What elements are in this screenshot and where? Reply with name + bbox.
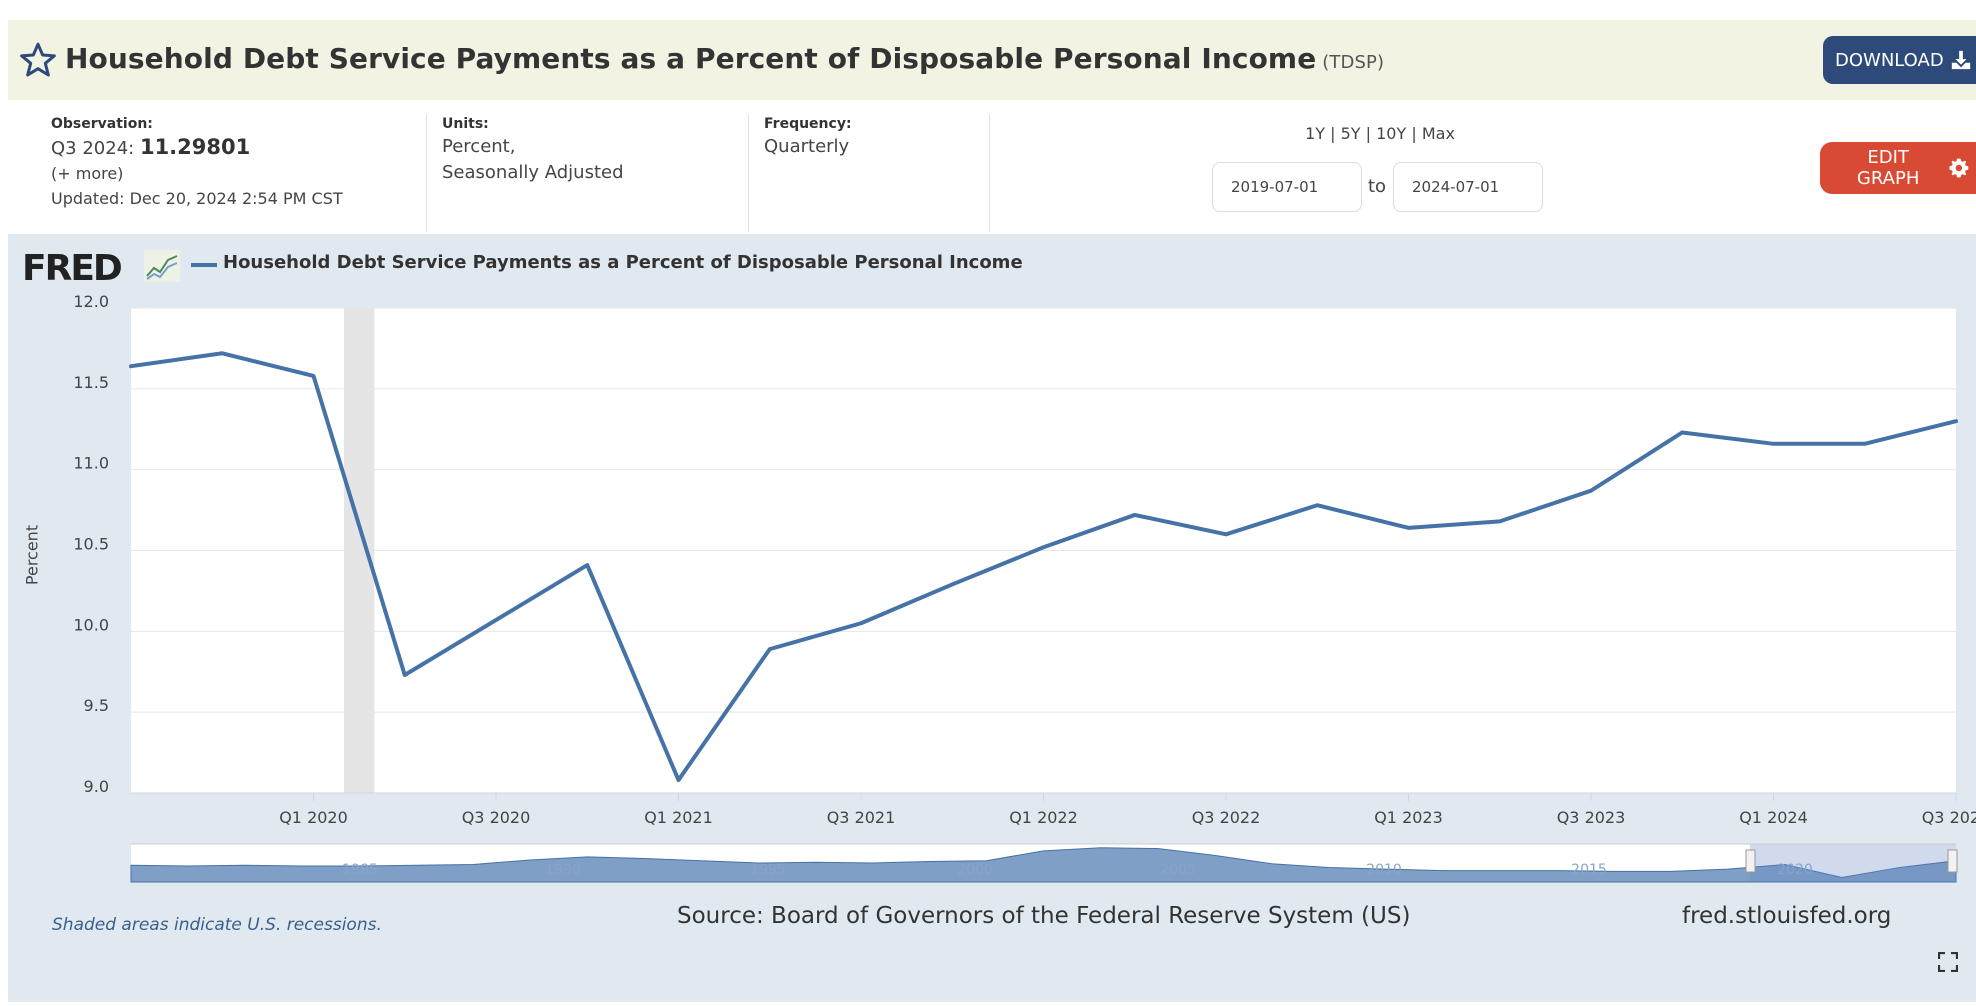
series-meta: Observation: Q3 2024: 11.29801 (+ more) … xyxy=(0,100,1976,234)
series-line xyxy=(129,351,1958,783)
navigator-series xyxy=(130,847,1957,883)
y-axis-title: Percent xyxy=(22,524,42,586)
series-header: Household Debt Service Payments as a Per… xyxy=(8,20,1976,100)
fred-sparkline-icon xyxy=(144,250,180,282)
navigator-label: 2010 xyxy=(1366,862,1402,878)
observation-block: Observation: Q3 2024: 11.29801 (+ more) … xyxy=(51,116,343,208)
x-tick-label: Q3 2024 xyxy=(1922,808,1976,827)
range-1y[interactable]: 1Y xyxy=(1305,124,1326,143)
units-label: Units: xyxy=(442,116,489,132)
top-strip xyxy=(0,0,1976,20)
series-title: Household Debt Service Payments as a Per… xyxy=(65,42,1317,75)
range-10y[interactable]: 10Y xyxy=(1376,124,1407,143)
y-tick-label: 9.5 xyxy=(84,696,109,715)
navigator-label: 1995 xyxy=(750,862,786,878)
observation-number: 11.29801 xyxy=(139,135,251,159)
source-text: Source: Board of Governors of the Federa… xyxy=(677,903,1411,929)
x-tick-label: Q3 2022 xyxy=(1192,808,1261,827)
y-tick-label: 11.5 xyxy=(73,373,109,392)
y-tick-label: 11.0 xyxy=(73,454,109,473)
y-tick-label: 10.5 xyxy=(73,535,109,554)
navigator-label: 1985 xyxy=(342,862,378,878)
edit-graph-button[interactable]: EDIT GRAPH xyxy=(1820,142,1976,194)
fred-logo: FRED xyxy=(22,248,123,289)
series-code: (TDSP) xyxy=(1322,52,1385,73)
observation-label: Observation: xyxy=(51,116,153,132)
frequency-value: Quarterly xyxy=(764,136,850,157)
download-button[interactable]: DOWNLOAD xyxy=(1823,36,1976,84)
end-date-input[interactable]: 2024-07-01 xyxy=(1393,162,1543,212)
fullscreen-icon[interactable] xyxy=(1938,952,1958,972)
site-link[interactable]: fred.stlouisfed.org xyxy=(1682,903,1892,929)
to-label: to xyxy=(1368,176,1387,197)
units-line2: Seasonally Adjusted xyxy=(442,162,624,183)
y-tick-label: 10.0 xyxy=(73,615,109,634)
legend-swatch xyxy=(191,263,217,267)
navigator-label: 2015 xyxy=(1571,862,1607,878)
range-max[interactable]: Max xyxy=(1421,124,1455,143)
x-tick-label: Q3 2023 xyxy=(1557,808,1626,827)
units-block: Units: Percent, Seasonally Adjusted xyxy=(442,116,624,186)
frequency-label: Frequency: xyxy=(764,116,852,132)
legend-label: Household Debt Service Payments as a Per… xyxy=(223,252,1023,273)
navigator-handle xyxy=(1745,849,1756,873)
page-title: Household Debt Service Payments as a Per… xyxy=(65,42,1384,75)
x-tick-label: Q1 2023 xyxy=(1374,808,1443,827)
star-icon[interactable] xyxy=(18,40,58,80)
x-tick-label: Q3 2021 xyxy=(827,808,896,827)
y-tick-label: 9.0 xyxy=(84,777,109,796)
navigator-selection xyxy=(1750,844,1956,882)
download-icon xyxy=(1951,50,1970,70)
edit-graph-label: EDIT GRAPH xyxy=(1856,147,1920,189)
updated-line: Updated: Dec 20, 2024 2:54 PM CST xyxy=(51,189,343,208)
x-tick-label: Q3 2020 xyxy=(462,808,531,827)
units-line1: Percent, xyxy=(442,136,516,157)
navigator-label: 2000 xyxy=(957,862,993,878)
gear-icon xyxy=(1949,158,1969,178)
x-tick-label: Q1 2020 xyxy=(279,808,348,827)
navigator-label: 2005 xyxy=(1160,862,1196,878)
navigator-label: 2020 xyxy=(1777,862,1813,878)
x-tick-label: Q1 2024 xyxy=(1739,808,1808,827)
frequency-block: Frequency: Quarterly xyxy=(764,116,852,160)
divider xyxy=(989,114,990,232)
navigator-label: 1990 xyxy=(545,862,581,878)
x-tick-label: Q1 2022 xyxy=(1009,808,1078,827)
navigator-handle xyxy=(1947,849,1958,873)
divider xyxy=(426,114,427,232)
range-links: 1Y | 5Y | 10Y | Max xyxy=(1305,124,1455,143)
observation-period: Q3 2024: xyxy=(51,138,135,159)
x-tick-label: Q1 2021 xyxy=(644,808,713,827)
download-label: DOWNLOAD xyxy=(1835,49,1944,71)
start-date-input[interactable]: 2019-07-01 xyxy=(1212,162,1362,212)
recession-note: Shaded areas indicate U.S. recessions. xyxy=(52,915,382,935)
observation-value: Q3 2024: 11.29801 xyxy=(51,134,343,162)
updated-value: Dec 20, 2024 2:54 PM CST xyxy=(129,189,343,208)
updated-label: Updated: xyxy=(51,189,125,208)
y-tick-label: 12.0 xyxy=(73,292,109,311)
divider xyxy=(748,114,749,232)
range-5y[interactable]: 5Y xyxy=(1340,124,1361,143)
more-link[interactable]: (+ more) xyxy=(51,164,124,183)
